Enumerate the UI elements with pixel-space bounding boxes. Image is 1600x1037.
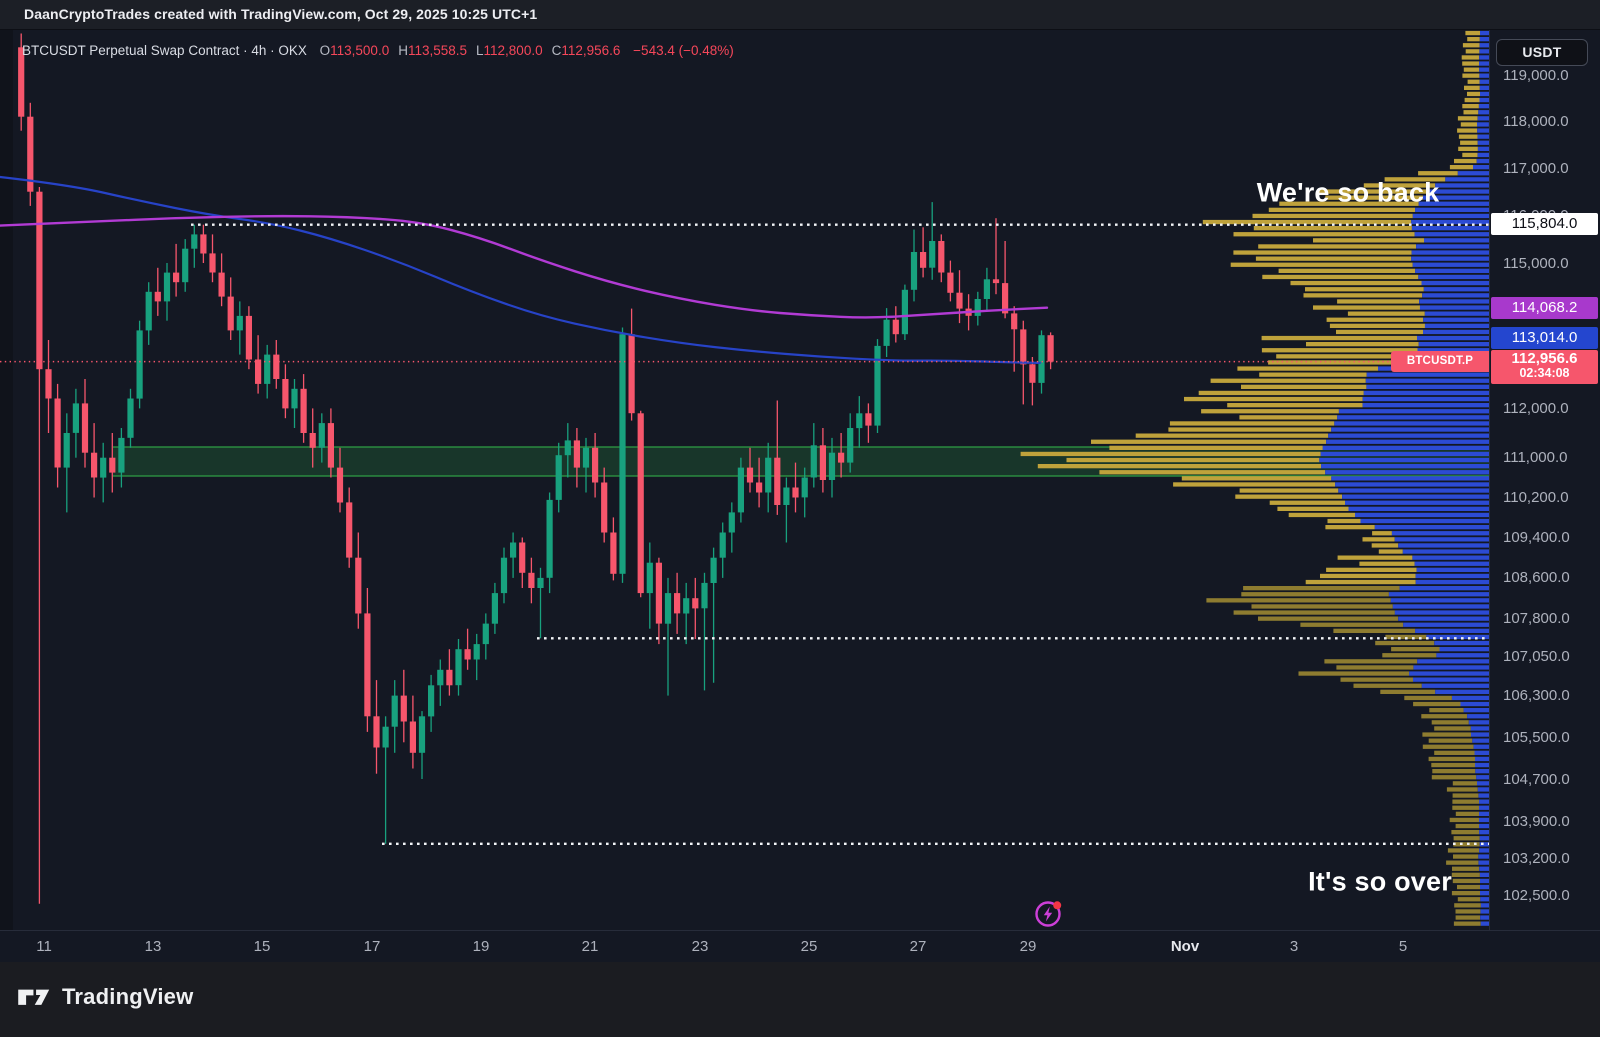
price-tick-label: 110,200.0: [1503, 489, 1569, 506]
symbol-ohlc-header: BTCUSDT Perpetual Swap Contract · 4h · O…: [22, 43, 734, 59]
attribution-text: DaanCryptoTrades created with TradingVie…: [24, 6, 538, 22]
price-tick-label: 103,900.0: [1503, 812, 1570, 830]
ohlc-l: L112,800.0: [476, 43, 543, 58]
last-price-label: 112,956.6 02:34:08: [1491, 350, 1598, 384]
tradingview-logo-icon: [18, 989, 50, 1005]
ohlc-o: O113,500.0: [319, 43, 390, 58]
time-tick-label: 5: [1398, 938, 1408, 955]
time-tick-label: 15: [253, 938, 271, 955]
bar-countdown: 02:34:08: [1519, 366, 1570, 380]
symbol-price-line-label: BTCUSDT.P: [1391, 351, 1489, 372]
price-tick-label: 112,000.0: [1503, 399, 1569, 417]
candlestick-chart-pane[interactable]: [0, 30, 1489, 930]
ma-purple-label: 114,068.2: [1491, 297, 1598, 319]
time-tick-label: 19: [472, 938, 490, 955]
price-tick-label: 105,500.0: [1503, 728, 1570, 746]
ma-blue-label: 113,014.0: [1491, 327, 1598, 349]
time-tick-label: 23: [691, 938, 709, 955]
price-tick-label: 107,800.0: [1503, 610, 1570, 627]
time-tick-label: 17: [363, 938, 381, 955]
level-high-label: 115,804.0: [1491, 213, 1598, 235]
price-tick-label: 103,200.0: [1503, 849, 1570, 867]
price-tick-label: 107,050.0: [1503, 648, 1570, 666]
time-axis[interactable]: 11 13 15 17 19 21 23 25 27 29 Nov 3 5: [0, 930, 1600, 962]
price-tick-label: 118,000.0: [1503, 112, 1569, 130]
time-tick-label: 27: [909, 938, 927, 955]
attribution-bar: DaanCryptoTrades created with TradingVie…: [0, 0, 1600, 30]
time-tick-label: 29: [1019, 938, 1037, 955]
pane-left-gutter: [0, 30, 13, 930]
currency-toggle-button[interactable]: USDT: [1496, 39, 1588, 66]
time-tick-label: 13: [144, 938, 162, 955]
change-value: −543.4 (−0.48%): [633, 43, 734, 58]
price-axis[interactable]: USDT 119,000.0118,000.0117,000.0116,000.…: [1489, 30, 1600, 930]
symbol-description[interactable]: BTCUSDT Perpetual Swap Contract · 4h · O…: [22, 43, 307, 58]
time-tick-label: 3: [1289, 938, 1299, 955]
annotation-were-so-back[interactable]: We're so back: [1256, 177, 1440, 208]
price-tick-label: 104,700.0: [1503, 770, 1570, 788]
tradingview-logo-text: TradingView: [62, 984, 194, 1009]
tradingview-logo[interactable]: TradingView: [16, 984, 193, 1010]
price-tick-label: 117,000.0: [1503, 159, 1569, 177]
price-tick-label: 106,300.0: [1503, 687, 1570, 705]
ohlc-h: H113,558.5: [398, 43, 468, 58]
flash-idea-icon[interactable]: [1033, 899, 1063, 929]
price-tick-label: 115,000.0: [1503, 254, 1569, 272]
time-tick-label: 25: [800, 938, 818, 955]
ohlc-values: O113,500.0 H113,558.5 L112,800.0 C112,956.6: [311, 43, 621, 58]
time-tick-label: Nov: [1170, 938, 1200, 955]
time-tick-label: 21: [581, 938, 599, 955]
price-tick-label: 119,000.0: [1503, 66, 1569, 84]
annotation-its-so-over[interactable]: It's so over: [1308, 866, 1452, 897]
price-tick-label: 102,500.0: [1503, 887, 1570, 905]
footer-bar: TradingView: [0, 962, 1600, 1037]
price-tick-label: 111,000.0: [1503, 449, 1568, 467]
price-tick-label: 108,600.0: [1503, 569, 1570, 587]
ohlc-c: C112,956.6: [551, 43, 621, 58]
price-tick-label: 109,400.0: [1503, 529, 1570, 546]
time-tick-label: 11: [36, 938, 52, 955]
